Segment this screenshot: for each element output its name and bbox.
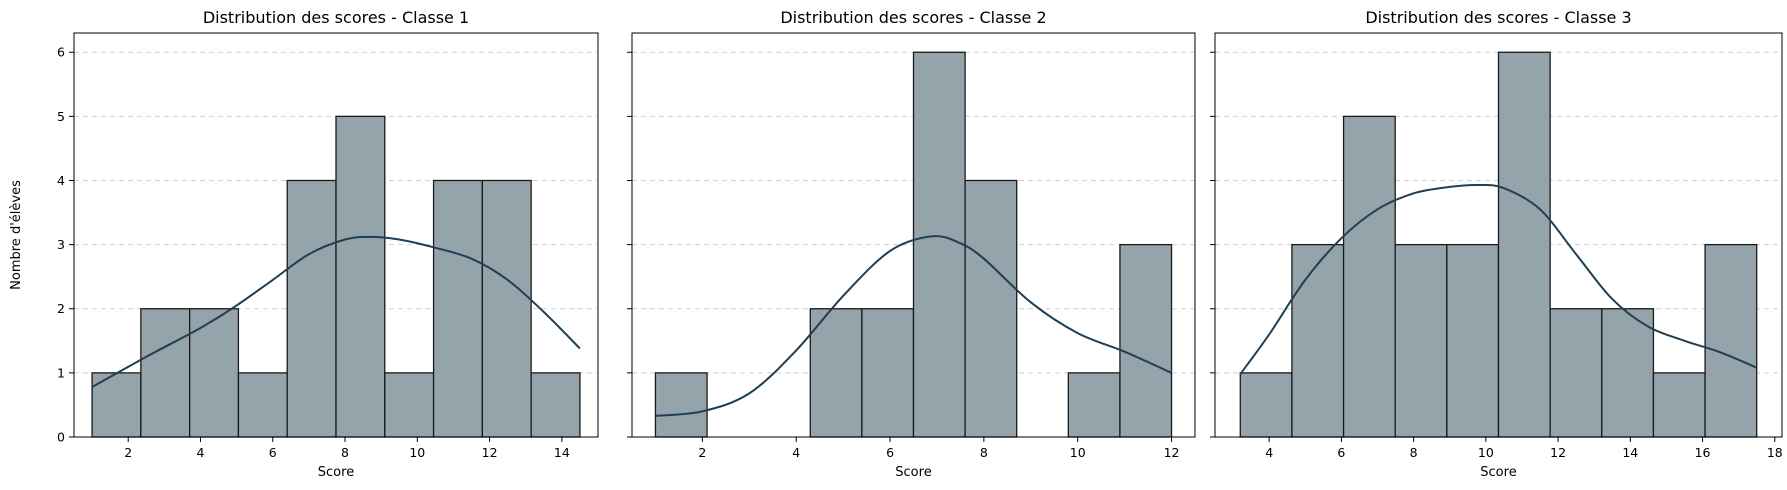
chart-title: Distribution des scores - Classe 2 (780, 8, 1046, 27)
histogram-bar (1549, 308, 1603, 438)
histogram-bar (140, 308, 191, 438)
histogram-bar (1239, 372, 1293, 438)
histogram-bar (1704, 243, 1758, 438)
x-tick-label: 6 (886, 445, 894, 460)
histogram-bar (1119, 243, 1173, 438)
x-tick-label: 10 (1478, 445, 1494, 460)
histogram-bar (335, 115, 386, 438)
y-tick-label: 4 (57, 173, 65, 188)
x-tick-label: 2 (698, 445, 706, 460)
x-tick-label: 8 (980, 445, 988, 460)
x-tick-label: 12 (1550, 445, 1566, 460)
histogram-bar (654, 372, 708, 438)
x-tick-label: 16 (1695, 445, 1711, 460)
histogram-bar (912, 51, 966, 438)
x-tick-label: 6 (269, 445, 277, 460)
x-tick-label: 18 (1767, 445, 1783, 460)
histogram-bar (188, 308, 240, 438)
histogram-bar (1497, 51, 1551, 438)
histogram-bar (384, 372, 435, 438)
y-tick-label: 1 (57, 365, 65, 380)
y-tick-label: 2 (57, 301, 65, 316)
chart-title: Distribution des scores - Classe 1 (203, 8, 469, 27)
chart-panel-3: 4 6 8 10 12 14 16 18 Distribution des scores - C… (1210, 8, 1783, 480)
x-axis-label: Score (318, 465, 354, 480)
plot-frame (631, 32, 1196, 438)
x-tick-label: 2 (124, 445, 132, 460)
chart-panel-2: 2 4 6 8 10 12 Distribution des scores - Classe… (627, 8, 1196, 480)
plot-frame (73, 32, 599, 438)
histogram-bar (1394, 243, 1448, 438)
kde-line (91, 235, 581, 388)
y-tick-label: 0 (57, 430, 65, 445)
x-tick-label: 14 (1622, 445, 1638, 460)
x-tick-label: 8 (341, 445, 349, 460)
histogram-bar (530, 372, 581, 438)
histogram-bar (481, 179, 532, 438)
x-tick-label: 4 (1265, 445, 1273, 460)
x-tick-label: 4 (197, 445, 205, 460)
histogram-bar (861, 308, 915, 438)
histogram-bar (1446, 243, 1500, 438)
plot-frame (1214, 32, 1783, 438)
x-tick-label: 6 (1337, 445, 1345, 460)
x-tick-label: 10 (409, 445, 425, 460)
histogram-bar (1601, 308, 1655, 438)
y-tick-label: 3 (57, 237, 65, 252)
histogram-bar (1067, 372, 1121, 438)
histogram-bar (237, 372, 288, 438)
histogram-bar (1342, 115, 1396, 438)
x-axis-label: Score (895, 465, 931, 480)
kde-line (655, 235, 1172, 417)
x-tick-label: 8 (1410, 445, 1418, 460)
histogram-bar (809, 308, 863, 438)
x-tick-label: 12 (482, 445, 498, 460)
y-tick-label: 6 (57, 45, 65, 60)
histogram-bar (1652, 372, 1706, 438)
y-tick-label: 5 (57, 109, 65, 124)
y-axis-label: Nombre d'élèves (9, 180, 24, 290)
chart-title: Distribution des scores - Classe 3 (1365, 8, 1631, 27)
histogram-bar (432, 179, 484, 438)
histogram-bar (1291, 243, 1345, 438)
x-tick-label: 4 (792, 445, 800, 460)
x-tick-label: 10 (1070, 445, 1086, 460)
histogram-bar (286, 179, 337, 438)
histogram-bar (964, 179, 1018, 438)
x-tick-label: 12 (1164, 445, 1180, 460)
x-tick-label: 14 (554, 445, 570, 460)
x-axis-label: Score (1480, 465, 1516, 480)
kde-line (1239, 183, 1758, 375)
